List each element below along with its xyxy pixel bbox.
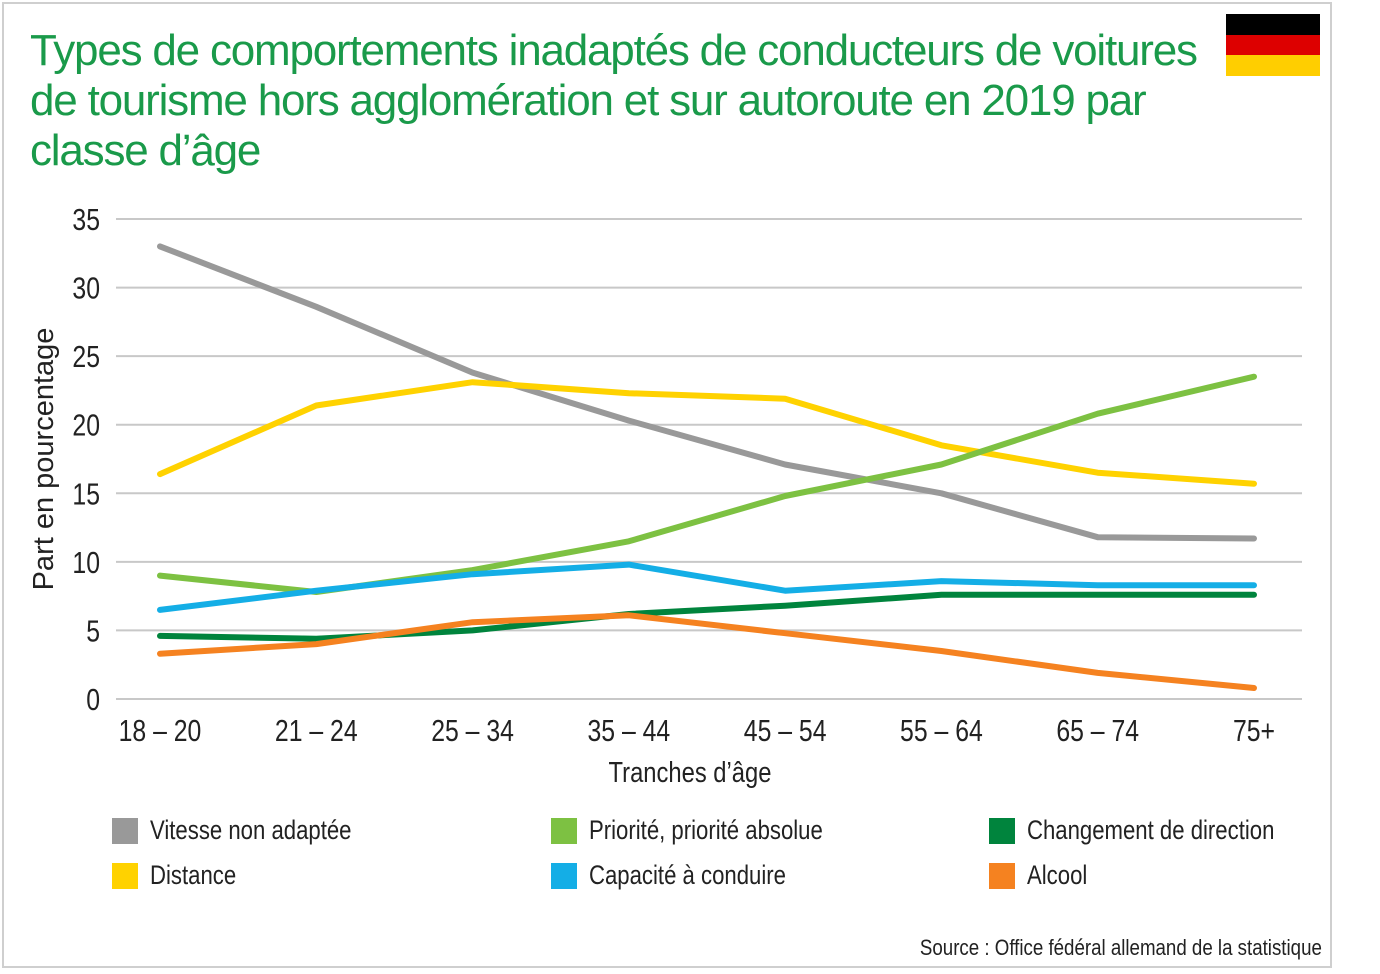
y-tick-label: 0 [86, 682, 100, 716]
figure-frame [2, 2, 1332, 968]
series-line-5 [157, 612, 1257, 691]
series-line-3 [157, 561, 1257, 613]
source-note: Source : Office fédéral allemand de la s… [920, 935, 1322, 960]
y-axis-title: Part en pourcentage [28, 328, 60, 591]
x-axis-title: Tranches d’âge [609, 756, 772, 789]
legend-label-changement: Changement de direction [1027, 815, 1275, 845]
legend-item-alcool: Alcool [989, 860, 1101, 891]
legend-label-priorite: Priorité, priorité absolue [589, 815, 823, 845]
legend-swatch-priorite [551, 817, 577, 844]
legend-item-priorite: Priorité, priorité absolue [551, 815, 874, 846]
legend-swatch-vitesse [112, 817, 138, 844]
legend-item-distance: Distance [112, 860, 255, 891]
legend-swatch-capacite [551, 862, 577, 889]
series-line-0 [157, 243, 1257, 542]
y-tick-label: 10 [72, 545, 100, 579]
legend-item-vitesse: Vitesse non adaptée [112, 815, 396, 846]
x-tick-label: 35 – 44 [587, 713, 670, 747]
x-tick-label: 55 – 64 [900, 713, 983, 747]
y-tick-label: 30 [72, 271, 100, 305]
flag-stripe-gold [1226, 55, 1320, 76]
series-line-1 [157, 379, 1257, 487]
y-tick-label: 20 [72, 408, 100, 442]
legend-swatch-alcool [989, 862, 1015, 889]
series-line-4 [157, 591, 1257, 642]
flag-stripe-red [1226, 34, 1320, 56]
y-tick-label: 15 [72, 477, 100, 511]
x-tick-label: 25 – 34 [431, 713, 514, 747]
germany-flag-icon [1226, 14, 1320, 76]
x-tick-label: 18 – 20 [119, 713, 202, 747]
x-tick-label: 45 – 54 [744, 713, 827, 747]
y-tick-label: 35 [72, 202, 100, 236]
x-tick-label: 75+ [1233, 713, 1275, 747]
x-tick-label: 21 – 24 [275, 713, 358, 747]
legend-item-capacite: Capacité à conduire [551, 860, 829, 891]
legend-swatch-changement [989, 817, 1015, 844]
y-tick-label: 5 [86, 614, 100, 648]
legend-label-capacite: Capacité à conduire [589, 860, 786, 890]
legend-label-vitesse: Vitesse non adaptée [150, 815, 352, 845]
chart-title: Types de comportements inadaptés de cond… [30, 26, 1198, 175]
legend-swatch-distance [112, 862, 138, 889]
y-tick-label: 25 [72, 340, 100, 374]
x-tick-label: 65 – 74 [1056, 713, 1139, 747]
legend-item-changement: Changement de direction [989, 815, 1329, 846]
series-line-2 [157, 373, 1257, 595]
legend-label-distance: Distance [150, 860, 237, 890]
flag-stripe-black [1226, 14, 1320, 35]
legend-label-alcool: Alcool [1027, 860, 1088, 890]
